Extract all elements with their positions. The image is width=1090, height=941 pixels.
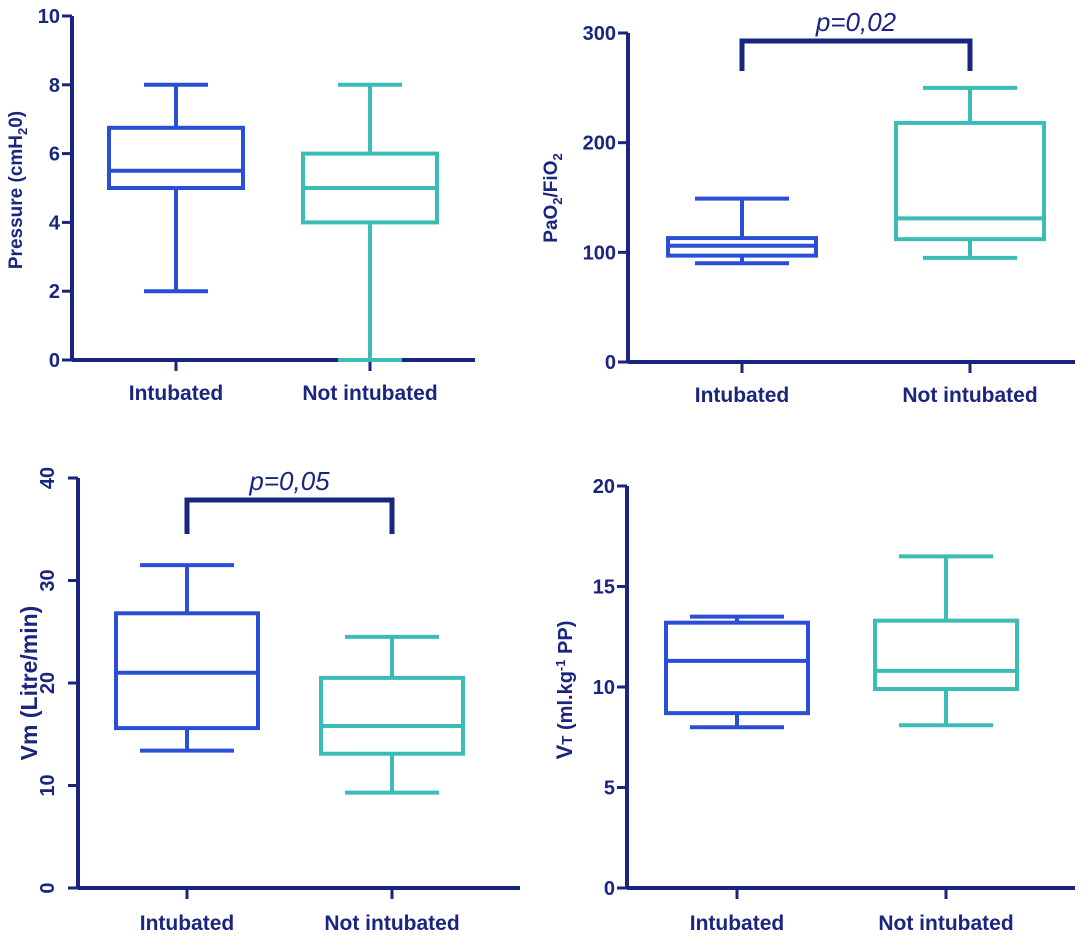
vm-y-tick-label: 40	[37, 467, 59, 489]
pressure-box-not-intubated	[301, 82, 439, 362]
pao2-fio2-y-tick-label: 100	[583, 242, 616, 264]
vm-category-label: Intubated	[140, 912, 235, 935]
vt-y-tick-label: 20	[593, 476, 615, 498]
pressure-y-tick-label: 8	[49, 75, 60, 97]
pao2-fio2-category-label: Intubated	[695, 384, 790, 407]
pressure-category-label: Not intubated	[302, 382, 437, 405]
pao2-fio2-p-value: p=0,02	[815, 7, 897, 37]
bracket-line	[739, 38, 973, 71]
pressure-panel: Pressure (cmH20) 0 2 4 6 8 10 Intubated Not int…	[6, 6, 475, 405]
vm-y-tick-label: 30	[37, 569, 59, 591]
vt-panel: VT (ml.kg-1 PP) 0 5 10 15 20 Intubated Not int…	[552, 476, 1075, 935]
pressure-box-intubated	[107, 82, 245, 294]
vt-box-intubated	[664, 614, 810, 730]
pressure-y-tick-label: 6	[49, 144, 60, 166]
vt-y-tick-label: 0	[604, 878, 615, 900]
pao2-fio2-category-label: Not intubated	[902, 384, 1037, 407]
pressure-y-tick-label: 10	[38, 6, 60, 28]
pressure-y-tick-label: 2	[49, 281, 60, 303]
iqr-box	[319, 675, 465, 756]
vt-y-tick-label: 15	[593, 577, 615, 599]
iqr-box	[873, 618, 1019, 692]
pao2-fio2-y-title: PaO2/FiO2	[541, 153, 565, 242]
vm-p-value: p=0,05	[248, 466, 330, 496]
pao2-fio2-y-tick-label: 0	[605, 352, 616, 374]
vt-y-title: VT (ml.kg-1 PP)	[552, 621, 577, 760]
vt-y-tick-label: 10	[593, 677, 615, 699]
vm-y-tick-label: 10	[37, 774, 59, 796]
pao2-fio2-box-intubated	[666, 196, 818, 266]
vt-category-label: Intubated	[690, 912, 785, 935]
pao2-fio2-box-not-intubated	[894, 85, 1046, 260]
pao2-fio2-y-tick-label: 300	[583, 23, 616, 45]
pao2-fio2-y-tick-label: 200	[583, 133, 616, 155]
vt-y-tick-label: 5	[604, 778, 615, 800]
vm-significance-bracket: p=0,05	[184, 466, 395, 534]
vt-category-label: Not intubated	[878, 912, 1013, 935]
pao2-fio2-significance-bracket: p=0,02	[739, 7, 973, 71]
vm-y-title: Vm (Litre/min)	[16, 606, 42, 761]
vm-category-label: Not intubated	[324, 912, 459, 935]
pao2-fio2-panel: PaO2/FiO2 0 100 200 300 Intubated Not intubat…	[541, 7, 1075, 407]
iqr-box	[114, 611, 260, 731]
pressure-y-tick-label: 4	[49, 212, 61, 234]
bracket-line	[184, 497, 395, 534]
vt-box-not-intubated	[873, 554, 1019, 728]
pressure-category-label: Intubated	[129, 382, 224, 405]
pressure-y-tick-label: 0	[49, 350, 60, 372]
iqr-box	[107, 125, 245, 191]
vm-panel: Vm (Litre/min) 0 10 20 30 40 Intubated Not int…	[16, 466, 520, 935]
vm-y-tick-label: 0	[37, 882, 59, 893]
iqr-box	[894, 120, 1046, 242]
iqr-box	[664, 620, 810, 716]
vm-box-intubated	[114, 563, 260, 753]
pressure-y-title: Pressure (cmH20)	[6, 111, 30, 269]
vm-y-tick-label: 20	[37, 672, 59, 694]
vm-box-not-intubated	[319, 634, 465, 795]
